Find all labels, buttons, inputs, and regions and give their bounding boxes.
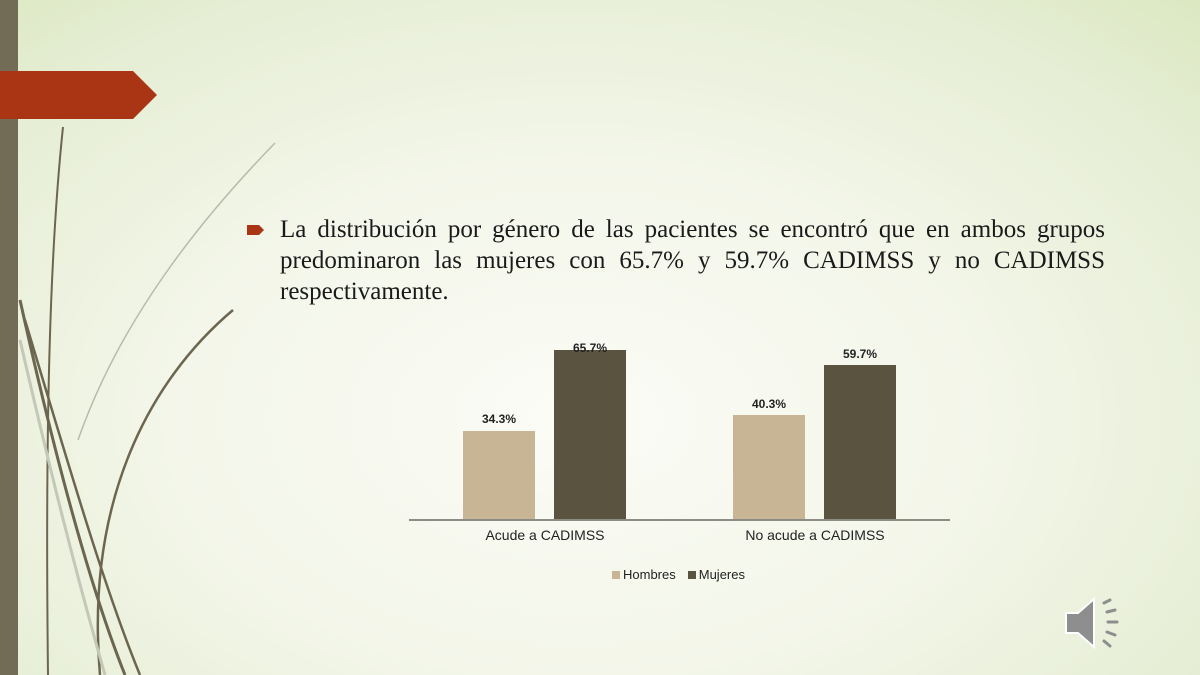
data-label: 59.7%: [842, 347, 878, 361]
side-accent-bar: [0, 0, 18, 675]
category-label: No acude a CADIMSS: [745, 527, 885, 543]
legend-item-hombres: Hombres: [612, 567, 676, 582]
bar-chart: 34.3% 65.7% 40.3% 59.7% Acude a CADIMSS …: [400, 330, 960, 590]
arrow-bullet-icon: [247, 225, 264, 235]
chart-legend: Hombres Mujeres: [612, 567, 753, 582]
bar-hombres-no-acude: [733, 415, 805, 519]
legend-swatch-mujeres: [687, 570, 696, 579]
data-label: 40.3%: [751, 397, 787, 411]
bar-hombres-acude: [463, 431, 535, 519]
data-label: 34.3%: [481, 412, 517, 426]
red-arrow-banner: [0, 71, 157, 119]
bullet-paragraph: La distribución por género de las pacien…: [280, 216, 1105, 305]
legend-label: Mujeres: [698, 567, 745, 582]
speaker-icon[interactable]: [1062, 595, 1128, 651]
x-axis: [409, 519, 950, 521]
data-label: 65.7%: [572, 341, 608, 355]
legend-swatch-hombres: [612, 570, 620, 579]
legend-item-mujeres: Mujeres: [687, 567, 745, 582]
category-label: Acude a CADIMSS: [485, 527, 605, 543]
legend-label: Hombres: [623, 567, 676, 582]
bar-mujeres-no-acude: [824, 365, 896, 519]
bar-mujeres-acude: [554, 350, 626, 519]
